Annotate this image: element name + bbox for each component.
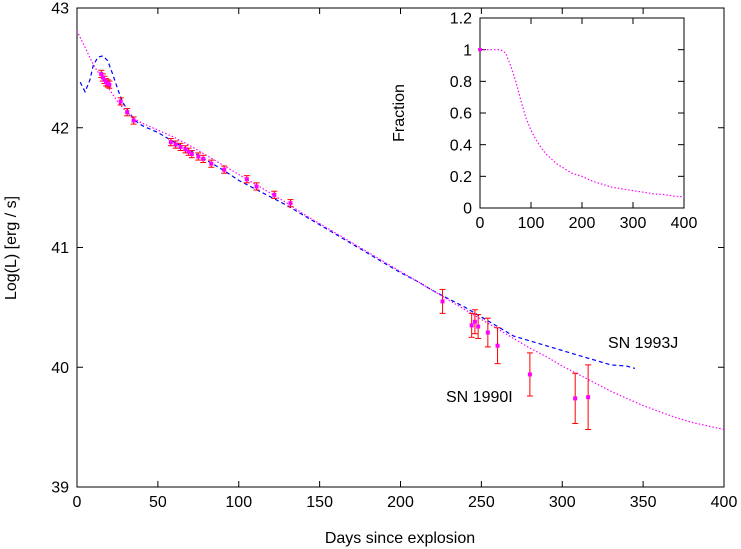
y-tick-label: 0 — [463, 201, 472, 218]
x-tick-label: 300 — [549, 494, 576, 511]
series-line-model — [76, 30, 725, 431]
data-point — [254, 184, 259, 189]
x-tick-label: 300 — [620, 215, 647, 232]
y-tick-label: 40 — [51, 360, 69, 377]
x-axis-label: Days since explosion — [325, 530, 475, 547]
data-point — [485, 330, 490, 335]
data-point — [573, 396, 578, 401]
series-line-fraction — [480, 49, 685, 198]
x-tick-label: 50 — [149, 494, 167, 511]
data-point — [476, 324, 481, 329]
data-point — [201, 156, 206, 161]
x-tick-label: 250 — [468, 494, 495, 511]
data-point — [102, 77, 107, 82]
annotation-sn1993j: SN 1993J — [608, 335, 678, 352]
y-tick-label: 39 — [51, 480, 69, 497]
x-tick-label: 100 — [225, 494, 252, 511]
data-point — [100, 75, 105, 80]
main-series-group — [76, 30, 725, 431]
data-point — [183, 147, 188, 152]
x-tick-label: 400 — [671, 215, 698, 232]
data-point — [272, 192, 277, 197]
data-point — [288, 201, 293, 206]
data-point — [168, 140, 173, 145]
data-point — [107, 82, 112, 87]
x-tick-label: 200 — [569, 215, 596, 232]
annotation-sn1990i: SN 1990I — [446, 389, 513, 406]
x-tick-label: 0 — [73, 494, 82, 511]
data-point — [125, 110, 130, 115]
data-point — [118, 99, 123, 104]
x-tick-label: 200 — [387, 494, 414, 511]
observations-group — [98, 69, 592, 431]
y-tick-label: 42 — [51, 120, 69, 137]
inset-y-axis-label: Fraction — [391, 84, 408, 142]
x-tick-label: 350 — [630, 494, 657, 511]
inset-series-group — [478, 48, 685, 198]
y-tick-label: 43 — [51, 1, 69, 18]
data-point — [131, 118, 136, 123]
data-point — [527, 372, 532, 377]
data-point — [472, 319, 477, 324]
y-tick-label: 1.2 — [450, 11, 472, 28]
x-tick-label: 150 — [306, 494, 333, 511]
x-tick-label: 400 — [711, 494, 738, 511]
y-tick-label: 0.4 — [450, 137, 472, 154]
series-line-sn-1993j — [79, 55, 636, 369]
x-tick-label: 100 — [518, 215, 545, 232]
data-point — [173, 142, 178, 147]
data-point — [189, 152, 194, 157]
x-tick-label: 0 — [476, 215, 485, 232]
y-axis-label: Log(L) [erg / s] — [3, 196, 20, 300]
y-tick-label: 0.6 — [450, 106, 472, 123]
y-tick-label: 1 — [463, 42, 472, 59]
data-point — [244, 177, 249, 182]
data-point — [440, 299, 445, 304]
data-point — [186, 149, 191, 154]
data-point — [196, 154, 201, 159]
inset-ticks: 0 100 200 300 400 0 0.2 0.4 0.6 0.8 1 1.2 — [450, 11, 698, 232]
data-point — [178, 144, 183, 149]
data-point — [222, 167, 227, 172]
y-tick-label: 0.2 — [450, 169, 472, 186]
data-point — [586, 395, 591, 400]
y-tick-label: 0.8 — [450, 74, 472, 91]
data-point — [495, 343, 500, 348]
data-point — [469, 323, 474, 328]
data-point — [99, 71, 104, 76]
inset-marker — [478, 48, 482, 52]
data-point — [209, 161, 214, 166]
y-tick-label: 41 — [51, 240, 69, 257]
inset-plot-frame — [479, 17, 685, 209]
